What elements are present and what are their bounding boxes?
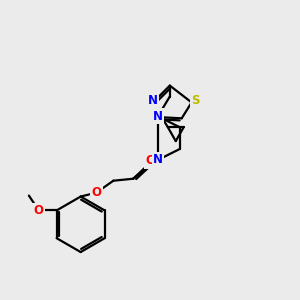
Text: O: O xyxy=(34,204,44,217)
Text: S: S xyxy=(191,94,200,107)
Text: O: O xyxy=(145,154,155,167)
Text: N: N xyxy=(148,94,158,107)
Text: N: N xyxy=(153,153,163,167)
Text: N: N xyxy=(153,110,163,123)
Text: O: O xyxy=(92,186,101,199)
